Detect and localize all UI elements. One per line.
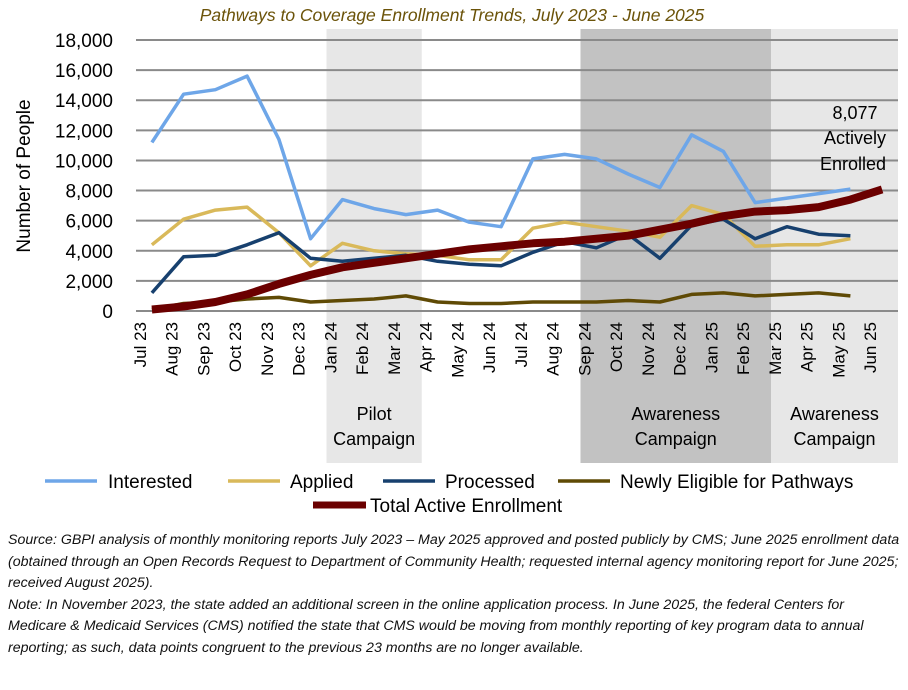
y-tick-label: 4,000 (65, 242, 113, 263)
legend-label: Newly Eligible for Pathways (620, 472, 853, 493)
x-tick-label: Apr 24 (417, 322, 436, 372)
shaded-periods (326, 29, 898, 463)
x-tick-label: Nov 24 (639, 322, 658, 376)
chart-title: Pathways to Coverage Enrollment Trends, … (200, 5, 705, 25)
legend-label: Applied (290, 472, 353, 493)
x-tick-label: Jan 25 (702, 322, 721, 373)
x-tick-label: Feb 24 (353, 322, 372, 375)
annotation-value: 8,077 (832, 103, 877, 123)
legend-label: Processed (445, 472, 535, 493)
x-tick-label: Apr 25 (798, 322, 817, 372)
x-tick-label: May 24 (448, 322, 467, 378)
x-tick-label: Jun 24 (480, 322, 499, 373)
annotation-line2: Actively (824, 128, 886, 148)
y-tick-label: 6,000 (65, 212, 113, 233)
band-label-line2: Campaign (333, 429, 415, 449)
x-tick-label: Oct 24 (607, 322, 626, 372)
x-tick-label: Jan 24 (321, 322, 340, 373)
x-tick-label: Aug 24 (544, 322, 563, 376)
legend: Interested Applied Processed Newly Eligible… (45, 472, 853, 517)
series-lines (150, 74, 884, 314)
methodology-note: Note: In November 2023, the state added … (8, 596, 864, 656)
band-label-line2: Campaign (635, 429, 717, 449)
legend-label: Interested (108, 472, 193, 493)
shaded-period (580, 29, 771, 463)
y-tick-label: 18,000 (55, 31, 113, 52)
series-line-newly-eligible-for-pathways (151, 291, 851, 312)
band-label-line1: Awareness (631, 404, 720, 424)
x-tick-label: Mar 24 (385, 322, 404, 375)
x-tick-label: May 25 (829, 322, 848, 378)
series-line-total-active-enrollment (151, 185, 884, 314)
band-label-line1: Awareness (790, 404, 879, 424)
y-tick-label: 2,000 (65, 272, 113, 293)
x-tick-label: Dec 24 (671, 322, 690, 376)
x-tick-label: Aug 23 (163, 322, 182, 376)
series-line-interested (150, 74, 851, 241)
y-tick-label: 8,000 (65, 182, 113, 203)
y-axis-label: Number of People (14, 99, 35, 252)
y-tick-label: 14,000 (55, 91, 113, 112)
y-ticks: 0 2,000 4,000 6,000 8,000 10,000 12,000 14,000 1… (55, 31, 113, 323)
x-ticks: Jul 23 Aug 23 Sep 23 Oct 23 Nov 23 Dec 23 Jan … (131, 322, 880, 378)
x-tick-label: Dec 23 (290, 322, 309, 376)
x-tick-label: Jul 23 (131, 322, 150, 367)
band-label-line2: Campaign (793, 429, 875, 449)
end-annotation: 8,077 Actively Enrolled (820, 103, 886, 174)
y-tick-label: 16,000 (55, 61, 113, 82)
x-tick-label: Nov 23 (258, 322, 277, 376)
y-tick-label: 10,000 (55, 151, 113, 172)
x-tick-label: Feb 25 (734, 322, 753, 375)
x-tick-label: Sep 24 (575, 322, 594, 376)
series-line-processed (150, 217, 851, 295)
x-tick-label: Jul 24 (512, 322, 531, 367)
notes: Source: GBPI analysis of monthly monitor… (8, 530, 903, 659)
x-tick-label: Oct 23 (226, 322, 245, 372)
source-note: Source: GBPI analysis of monthly monitor… (8, 532, 900, 591)
shaded-period (326, 29, 422, 463)
x-tick-label: Jun 25 (861, 322, 880, 373)
chart: Pathways to Coverage Enrollment Trends, … (14, 5, 898, 517)
legend-label: Total Active Enrollment (370, 496, 563, 517)
y-tick-label: 0 (102, 302, 113, 323)
annotation-line3: Enrolled (820, 154, 886, 174)
x-tick-label: Mar 25 (766, 322, 785, 375)
band-labels: Pilot Campaign Awareness Campaign Awareness C… (333, 404, 879, 449)
x-tick-label: Sep 23 (194, 322, 213, 376)
band-label-line1: Pilot (357, 404, 392, 424)
y-tick-label: 12,000 (55, 121, 113, 142)
